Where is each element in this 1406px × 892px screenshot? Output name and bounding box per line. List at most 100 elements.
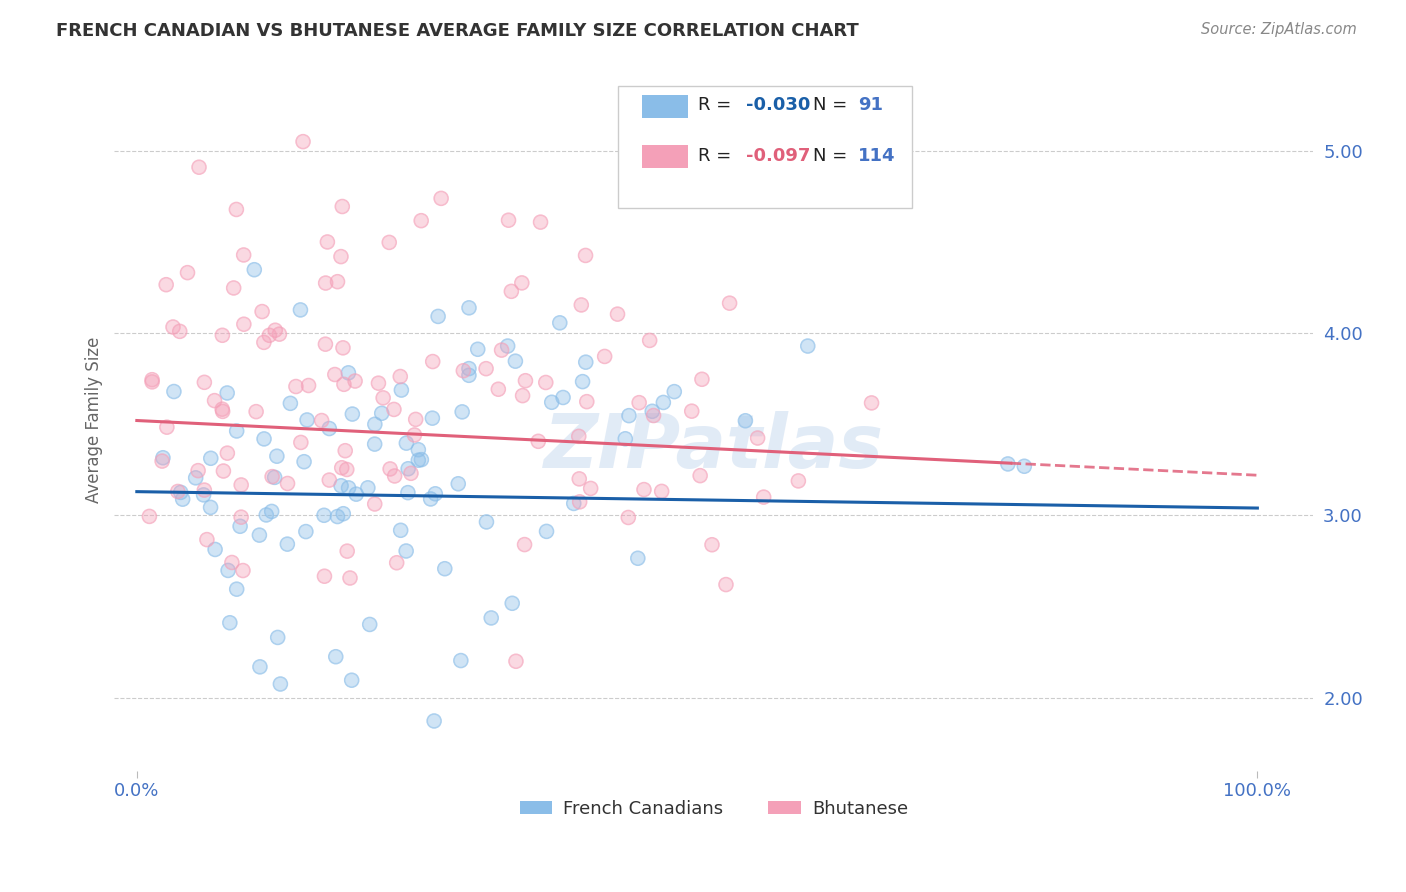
Point: [337, 366, 360, 380]
Point: [188, 160, 211, 174]
Point: [378, 462, 401, 476]
Point: [344, 374, 367, 388]
Point: [187, 464, 209, 478]
Point: [264, 323, 287, 337]
Point: [217, 446, 239, 460]
Point: [249, 660, 271, 674]
Point: [330, 250, 353, 264]
Point: [423, 714, 446, 728]
Point: [259, 328, 281, 343]
Point: [515, 374, 537, 388]
Point: [225, 424, 247, 438]
Point: [212, 464, 235, 478]
Point: [253, 432, 276, 446]
Point: [225, 202, 247, 217]
Point: [515, 374, 537, 388]
Point: [713, 152, 735, 166]
Point: [419, 491, 441, 506]
Point: [332, 507, 354, 521]
Point: [284, 379, 307, 393]
Point: [292, 455, 315, 469]
Point: [627, 551, 650, 566]
Point: [367, 376, 389, 391]
Point: [263, 470, 285, 484]
Point: [269, 677, 291, 691]
Point: [166, 484, 188, 499]
Point: [152, 450, 174, 465]
Point: [367, 376, 389, 391]
Point: [430, 191, 453, 205]
Point: [378, 462, 401, 476]
Point: [399, 467, 422, 481]
Point: [491, 343, 513, 357]
Point: [162, 320, 184, 334]
Point: [336, 544, 359, 558]
Point: [606, 307, 628, 321]
Point: [501, 285, 523, 299]
Point: [166, 484, 188, 499]
Point: [344, 487, 367, 501]
Point: [389, 383, 412, 397]
Point: [364, 417, 387, 432]
Point: [718, 296, 741, 310]
Point: [267, 631, 290, 645]
Point: [501, 285, 523, 299]
Point: [422, 354, 444, 368]
Point: [562, 496, 585, 510]
Text: -0.097: -0.097: [747, 146, 811, 165]
Point: [395, 544, 418, 558]
Point: [453, 364, 475, 378]
Point: [389, 524, 412, 538]
Point: [225, 202, 247, 217]
Point: [200, 500, 222, 515]
Point: [1014, 459, 1036, 474]
Point: [501, 596, 523, 610]
Point: [422, 411, 444, 425]
Point: [156, 420, 179, 434]
Point: [172, 492, 194, 507]
Point: [339, 571, 361, 585]
Point: [292, 135, 315, 149]
Point: [568, 429, 591, 443]
Point: [475, 515, 498, 529]
Point: [385, 556, 408, 570]
Point: [332, 341, 354, 355]
Point: [335, 443, 357, 458]
Point: [292, 135, 315, 149]
Point: [337, 366, 360, 380]
Point: [217, 564, 239, 578]
Point: [330, 460, 353, 475]
Point: [260, 504, 283, 518]
Point: [325, 649, 347, 664]
Point: [269, 677, 291, 691]
Point: [643, 409, 665, 423]
Point: [385, 556, 408, 570]
Point: [382, 402, 405, 417]
Point: [451, 405, 474, 419]
Point: [250, 304, 273, 318]
Point: [276, 537, 298, 551]
Point: [787, 474, 810, 488]
Point: [510, 276, 533, 290]
Point: [408, 453, 430, 467]
Point: [290, 435, 312, 450]
Point: [529, 215, 551, 229]
Point: [427, 310, 450, 324]
Point: [458, 361, 481, 376]
Point: [232, 248, 254, 262]
Point: [229, 519, 252, 533]
Point: [389, 383, 412, 397]
Point: [453, 364, 475, 378]
Point: [405, 412, 427, 426]
Point: [797, 339, 820, 353]
Point: [690, 372, 713, 386]
Point: [204, 393, 226, 408]
Point: [700, 538, 723, 552]
Point: [295, 413, 318, 427]
Point: [714, 577, 737, 591]
Point: [330, 200, 353, 214]
Point: [266, 449, 288, 463]
Point: [681, 404, 703, 418]
Point: [505, 354, 527, 368]
Point: [433, 562, 456, 576]
